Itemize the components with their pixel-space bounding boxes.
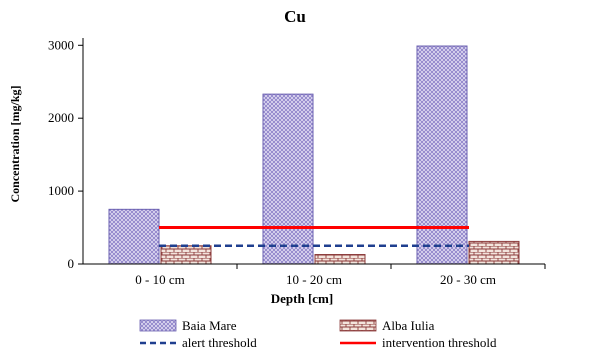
legend-label-baia-mare: Baia Mare [182,318,237,333]
x-axis-label: Depth [cm] [271,291,333,306]
x-tick-label: 0 - 10 cm [135,272,184,287]
legend-label-alert: alert threshold [182,335,257,350]
x-tick-label: 10 - 20 cm [286,272,342,287]
bars [108,45,520,265]
legend: Baia Mare Alba Iulia alert threshold int… [139,318,497,350]
threshold-lines [159,226,469,248]
y-tick-label: 3000 [48,37,74,52]
legend-label-alba-iulia: Alba Iulia [382,318,435,333]
legend-swatch-baia-mare [139,319,177,332]
bar-baia-mare-2 [262,93,314,265]
y-tick-label: 0 [68,256,75,271]
y-axis-label: Concentration [mg/kg] [8,86,22,203]
bar-alba-iulia-1 [160,245,212,265]
y-tick-label: 1000 [48,183,74,198]
bar-alba-iulia-2 [314,254,366,265]
bar-baia-mare-3 [416,45,468,265]
bar-baia-mare-1 [108,208,160,265]
bar-alba-iulia-3 [468,240,520,265]
y-tick-label: 2000 [48,110,74,125]
y-ticks: 0 1000 2000 3000 [48,37,83,271]
chart-title: Cu [284,7,306,26]
legend-label-intervention: intervention threshold [382,335,497,350]
x-tick-labels: 0 - 10 cm 10 - 20 cm 20 - 30 cm [135,264,546,287]
x-tick-label: 20 - 30 cm [440,272,496,287]
legend-swatch-alba-iulia [339,319,377,332]
